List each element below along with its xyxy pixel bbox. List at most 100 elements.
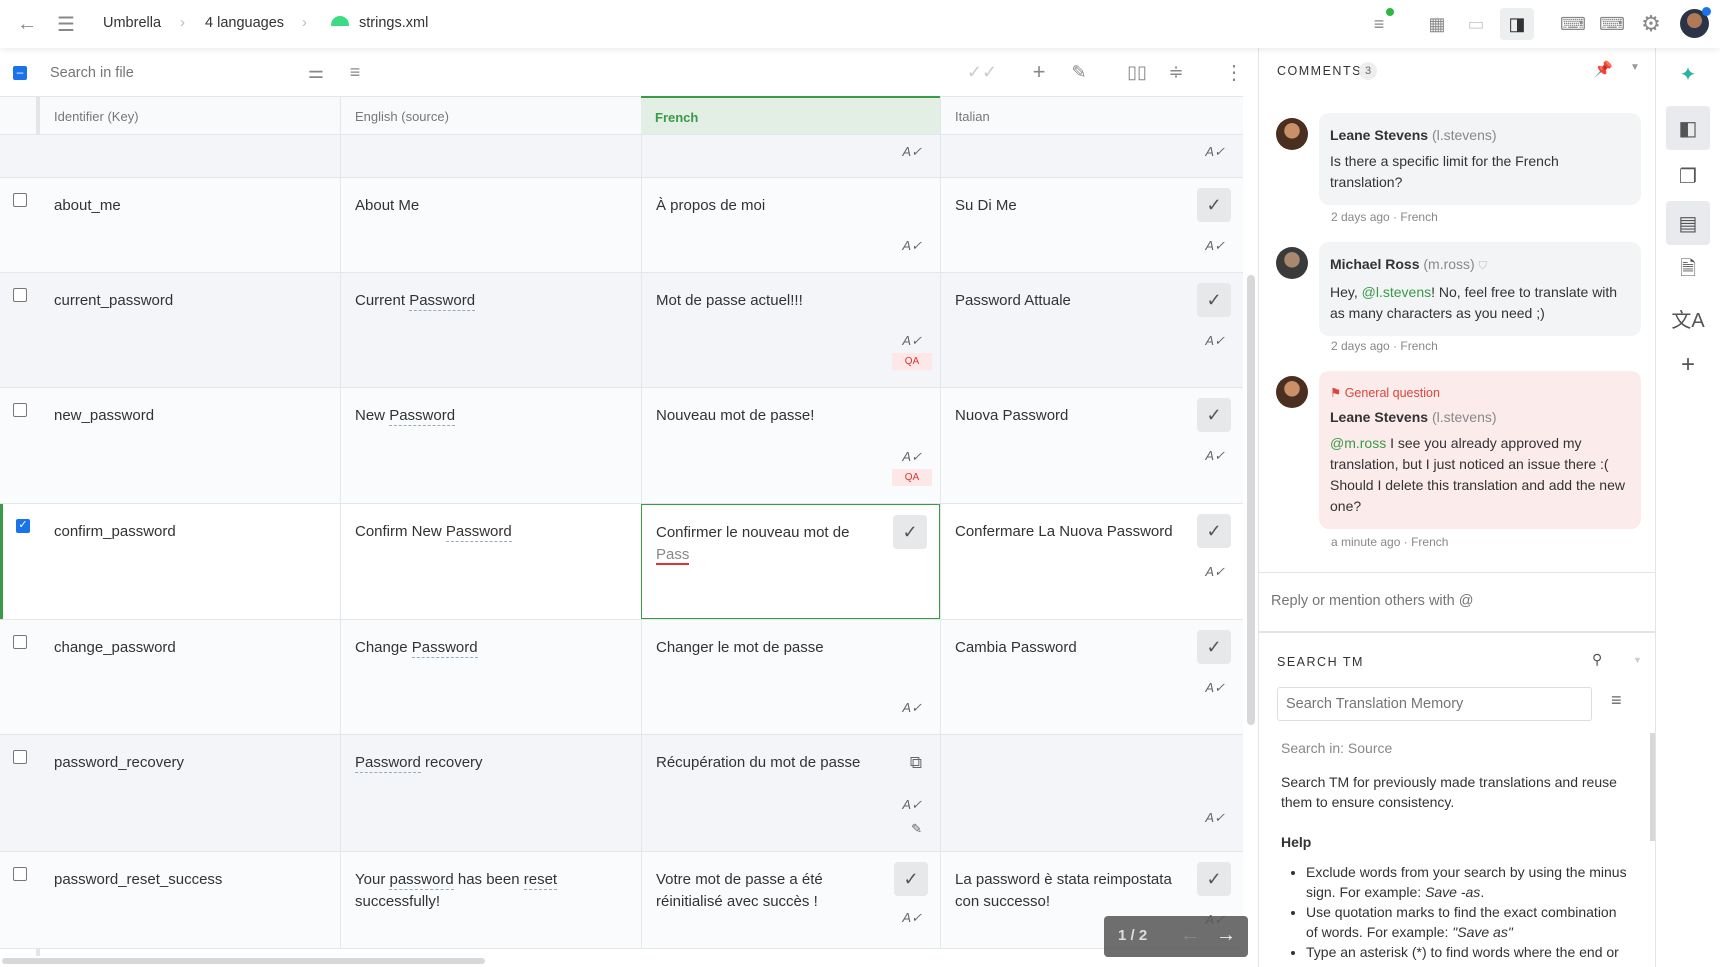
source-cell[interactable] [340, 135, 641, 177]
source-cell[interactable]: New Password [340, 388, 641, 503]
spellcheck-icon[interactable]: A✓ [1205, 564, 1225, 579]
mention-link[interactable]: @l.stevens [1361, 284, 1432, 300]
approve-all-icon[interactable]: ✓✓ [966, 61, 998, 82]
key-cell[interactable]: change_password [54, 639, 176, 656]
approve-check-button[interactable]: ✓ [893, 515, 927, 549]
file-info-icon[interactable]: 🗎 [1679, 258, 1697, 280]
tm-search-input[interactable] [1277, 687, 1592, 721]
table-row[interactable]: password_reset_success Your password has … [0, 852, 1243, 949]
pin-icon[interactable]: 📌 [1594, 61, 1613, 78]
spellcheck-icon[interactable]: A✓ [902, 333, 922, 348]
italian-cell[interactable]: Su Di Me ✓ A✓ [940, 178, 1243, 272]
add-panel-icon[interactable]: + [1680, 351, 1695, 378]
bottom-panel-icon[interactable]: ▭ [1467, 13, 1485, 34]
side-panel-toggle-icon[interactable]: ◧ [1666, 106, 1710, 150]
table-row[interactable]: ✓ confirm_password Confirm New Password Con… [0, 504, 1243, 620]
french-cell[interactable]: Nouveau mot de passe! A✓ QA [641, 388, 940, 503]
french-cell[interactable]: Récupération du mot de passe ⧉ A✓ ✎ [641, 735, 940, 851]
italian-cell[interactable]: Nuova Password ✓ A✓ [940, 388, 1243, 503]
translate-icon[interactable]: 文A [1671, 309, 1705, 332]
glossary-term[interactable]: reset [523, 871, 558, 890]
menu-icon[interactable]: ☰ [57, 13, 75, 36]
vertical-scrollbar[interactable] [1247, 275, 1255, 725]
key-cell[interactable]: current_password [54, 292, 174, 309]
spellcheck-icon[interactable]: A✓ [902, 238, 922, 253]
source-cell[interactable]: Current Password [340, 273, 641, 387]
qa-badge[interactable]: QA [892, 353, 932, 370]
key-cell[interactable]: password_reset_success [54, 871, 223, 888]
spellcheck-icon[interactable]: A✓ [902, 910, 922, 925]
row-checkbox[interactable] [13, 750, 27, 764]
glossary-term[interactable]: Password [355, 754, 421, 773]
key-cell[interactable]: password_recovery [54, 754, 185, 771]
column-header-french[interactable]: French [641, 96, 940, 135]
glossary-term[interactable]: password [389, 871, 454, 890]
approve-check-button[interactable]: ✓ [1197, 188, 1231, 222]
reply-input[interactable] [1271, 586, 1641, 616]
table-row[interactable]: current_password Current Password Mot de p… [0, 273, 1243, 388]
glossary-term[interactable]: Password [411, 639, 478, 658]
glossary-term[interactable]: Password [409, 292, 476, 311]
caret-down-icon[interactable]: ▼ [1633, 655, 1642, 665]
table-row[interactable]: about_me About Me À propos de moi A✓ Su Di M… [0, 178, 1243, 273]
approve-check-button[interactable]: ✓ [1197, 398, 1231, 432]
french-cell[interactable]: Confirmer le nouveau mot de Pass ✓ [641, 504, 940, 619]
source-cell[interactable]: About Me [340, 178, 641, 272]
italian-cell[interactable]: Cambia Password ✓ A✓ [940, 620, 1243, 734]
grid-view-icon[interactable]: ▦ [1428, 13, 1446, 34]
italian-cell[interactable]: Password Attuale ✓ A✓ [940, 273, 1243, 387]
key-cell[interactable]: new_password [54, 407, 155, 424]
french-cell[interactable]: Votre mot de passe a été réinitialisé av… [641, 852, 940, 948]
back-arrow-icon[interactable]: ← [17, 12, 37, 35]
approve-check-button[interactable]: ✓ [1197, 862, 1231, 896]
key-cell[interactable] [40, 135, 340, 177]
prev-page-arrow-icon[interactable]: ← [1180, 924, 1200, 946]
italian-cell[interactable]: A✓ [940, 735, 1243, 851]
french-cell[interactable]: A✓ [641, 135, 940, 177]
tm-scrollbar[interactable] [1650, 733, 1655, 841]
filter-icon[interactable]: ≡ [1611, 690, 1622, 710]
copy-source-icon[interactable]: ⧉ [909, 753, 922, 772]
caret-down-icon[interactable]: ▼ [1630, 62, 1640, 73]
next-page-arrow-icon[interactable]: → [1216, 924, 1236, 946]
user-avatar[interactable] [1680, 7, 1711, 38]
library-icon[interactable]: ❐ [1679, 165, 1697, 188]
edit-list-icon[interactable]: ≡ [1366, 8, 1394, 36]
spellcheck-icon[interactable]: A✓ [902, 797, 922, 812]
horizontal-scrollbar[interactable] [2, 958, 485, 964]
table-row[interactable]: A✓ A✓ [0, 135, 1243, 178]
table-row[interactable]: change_password Change Password Changer le… [0, 620, 1243, 735]
approve-check-button[interactable]: ✓ [1197, 283, 1231, 317]
approve-check-button[interactable]: ✓ [1197, 630, 1231, 664]
spellcheck-icon[interactable]: A✓ [902, 700, 922, 715]
row-checkbox[interactable] [13, 867, 27, 881]
french-cell[interactable]: À propos de moi A✓ [641, 178, 940, 272]
breadcrumb-languages[interactable]: 4 languages [205, 15, 285, 31]
table-row[interactable]: password_recovery Password recovery Récupé… [0, 735, 1243, 852]
qa-badge[interactable]: QA [892, 469, 932, 486]
column-header-italian[interactable]: Italian [940, 96, 1243, 135]
source-cell[interactable]: Password recovery [340, 735, 641, 851]
pencil-icon[interactable]: ✎ [1071, 61, 1087, 82]
spellcheck-icon[interactable]: A✓ [902, 449, 922, 464]
unpin-icon[interactable]: ⚲ [1592, 651, 1603, 667]
misspelled-word[interactable]: Pass [656, 546, 690, 565]
breadcrumb-file[interactable]: strings.xml [359, 15, 429, 31]
italian-cell[interactable]: Confermare La Nuova Password ✓ A✓ [940, 504, 1243, 619]
french-cell[interactable]: Changer le mot de passe A✓ [641, 620, 940, 734]
spellcheck-icon[interactable]: A✓ [1205, 448, 1225, 463]
edit-pencil-icon[interactable]: ✎ [911, 821, 922, 836]
spellcheck-icon[interactable]: A✓ [1205, 238, 1225, 253]
column-header-source[interactable]: English (source) [340, 96, 641, 135]
spellcheck-icon[interactable]: A✓ [1205, 680, 1225, 695]
add-icon[interactable]: + [1032, 59, 1046, 84]
keyboard-icon[interactable]: ⌨ [1599, 13, 1625, 34]
sliders-icon[interactable]: ⚌ [307, 61, 325, 82]
comments-icon[interactable]: ▤ [1666, 201, 1710, 245]
breadcrumb-project[interactable]: Umbrella [103, 15, 162, 31]
filter-icon[interactable]: ≡ [349, 61, 361, 82]
key-cell[interactable]: confirm_password [54, 523, 176, 540]
side-panel-icon[interactable]: ◨ [1500, 8, 1534, 40]
spellcheck-icon[interactable]: A✓ [1205, 810, 1225, 825]
row-checkbox[interactable] [13, 403, 27, 417]
